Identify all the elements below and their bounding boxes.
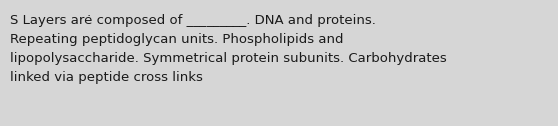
Text: S Layers arė composed of _________. DNA and proteins.: S Layers arė composed of _________. DNA… [10,14,376,27]
Text: Repeating peptidoglycan units. Phospholipids and: Repeating peptidoglycan units. Phospholi… [10,33,344,46]
Text: lipopolysaccharide. Symmetrical protein subunits. Carbohydrates: lipopolysaccharide. Symmetrical protein … [10,52,447,65]
Text: linked via peptide cross links: linked via peptide cross links [10,71,203,84]
